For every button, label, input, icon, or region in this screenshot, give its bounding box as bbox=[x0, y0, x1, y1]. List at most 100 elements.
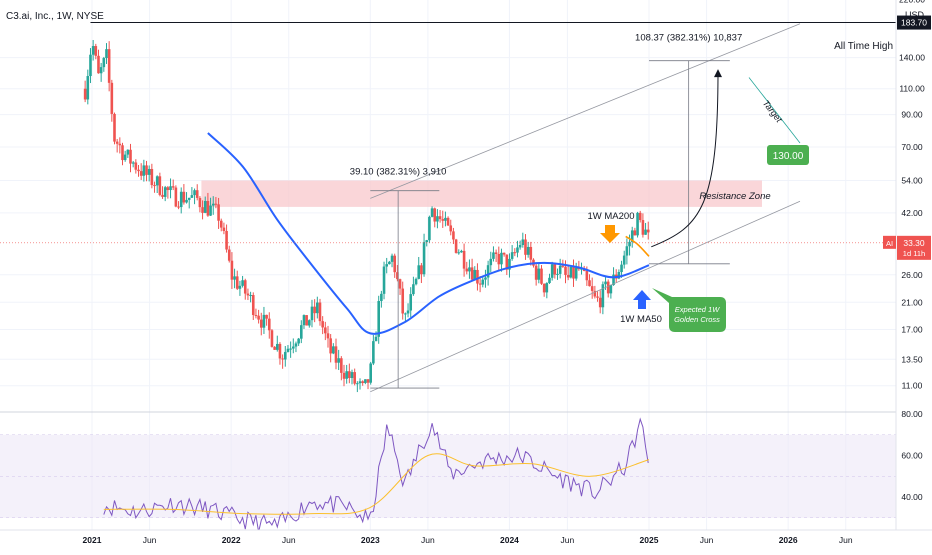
candle[interactable] bbox=[150, 163, 154, 189]
candle-body[interactable] bbox=[348, 371, 351, 379]
candle-body[interactable] bbox=[529, 246, 533, 260]
candle[interactable] bbox=[516, 240, 519, 258]
candle-body[interactable] bbox=[257, 315, 260, 320]
candle[interactable] bbox=[462, 243, 466, 277]
candle-body[interactable] bbox=[364, 379, 367, 383]
candle-body[interactable] bbox=[518, 244, 522, 248]
candle-body[interactable] bbox=[342, 372, 346, 379]
candle[interactable] bbox=[86, 69, 90, 105]
candle-body[interactable] bbox=[308, 320, 311, 326]
candle-body[interactable] bbox=[428, 216, 431, 241]
candle[interactable] bbox=[390, 253, 394, 268]
candle-body[interactable] bbox=[550, 264, 554, 278]
candle-body[interactable] bbox=[227, 249, 231, 261]
candle-body[interactable] bbox=[460, 250, 463, 253]
candle[interactable] bbox=[251, 292, 255, 320]
candle-body[interactable] bbox=[385, 264, 389, 267]
candle[interactable] bbox=[195, 184, 199, 201]
candle-body[interactable] bbox=[596, 296, 599, 298]
candle-body[interactable] bbox=[195, 190, 199, 198]
candle[interactable] bbox=[166, 185, 170, 199]
candle[interactable] bbox=[457, 249, 461, 255]
candle[interactable] bbox=[606, 279, 610, 298]
candle-body[interactable] bbox=[115, 141, 119, 144]
candlesticks[interactable] bbox=[83, 40, 650, 393]
candle-body[interactable] bbox=[198, 197, 202, 208]
candle-body[interactable] bbox=[401, 288, 405, 314]
candle-body[interactable] bbox=[214, 203, 218, 205]
candle-body[interactable] bbox=[262, 314, 266, 328]
candle[interactable] bbox=[267, 312, 271, 339]
candle-body[interactable] bbox=[641, 220, 645, 235]
candle-body[interactable] bbox=[644, 229, 647, 235]
candle-body[interactable] bbox=[420, 265, 423, 275]
candle-body[interactable] bbox=[388, 261, 391, 265]
candle[interactable] bbox=[420, 262, 423, 284]
candle[interactable] bbox=[161, 186, 164, 199]
candle-body[interactable] bbox=[374, 336, 378, 342]
candle-body[interactable] bbox=[441, 219, 445, 221]
candle[interactable] bbox=[404, 312, 407, 323]
candle-body[interactable] bbox=[369, 363, 372, 383]
candle[interactable] bbox=[238, 280, 242, 296]
rsi-line[interactable] bbox=[103, 417, 649, 533]
candle[interactable] bbox=[332, 343, 335, 355]
candle-body[interactable] bbox=[398, 279, 402, 289]
candle-body[interactable] bbox=[326, 333, 330, 339]
candle-body[interactable] bbox=[91, 46, 95, 55]
candle[interactable] bbox=[241, 275, 244, 288]
candle-body[interactable] bbox=[126, 149, 130, 155]
candle[interactable] bbox=[572, 259, 575, 287]
candle-body[interactable] bbox=[556, 273, 559, 275]
candle-body[interactable] bbox=[86, 76, 90, 100]
candle-body[interactable] bbox=[588, 280, 591, 287]
candle-body[interactable] bbox=[366, 379, 370, 383]
candle[interactable] bbox=[201, 200, 204, 220]
candle[interactable] bbox=[334, 338, 338, 370]
candle[interactable] bbox=[281, 354, 284, 369]
candle-body[interactable] bbox=[161, 194, 164, 197]
candle[interactable] bbox=[545, 282, 549, 299]
candle[interactable] bbox=[193, 188, 196, 205]
candle-body[interactable] bbox=[340, 358, 343, 373]
candle[interactable] bbox=[417, 256, 421, 280]
candle-body[interactable] bbox=[564, 266, 567, 275]
candle[interactable] bbox=[163, 185, 167, 202]
candle-body[interactable] bbox=[396, 272, 399, 280]
candle-body[interactable] bbox=[137, 169, 140, 172]
candle-body[interactable] bbox=[590, 286, 594, 291]
candle[interactable] bbox=[406, 303, 410, 318]
candle-body[interactable] bbox=[409, 294, 413, 311]
candle-body[interactable] bbox=[83, 88, 87, 100]
candle-body[interactable] bbox=[153, 185, 156, 187]
candle-body[interactable] bbox=[422, 242, 426, 275]
candle-body[interactable] bbox=[630, 230, 634, 242]
candle-body[interactable] bbox=[502, 252, 506, 255]
candle-body[interactable] bbox=[278, 343, 282, 359]
candle-body[interactable] bbox=[561, 265, 565, 267]
candle-body[interactable] bbox=[574, 267, 578, 279]
candle-body[interactable] bbox=[145, 165, 148, 175]
candle-body[interactable] bbox=[302, 315, 306, 326]
candle[interactable] bbox=[233, 268, 236, 289]
candle-body[interactable] bbox=[217, 204, 220, 221]
candle[interactable] bbox=[385, 257, 389, 274]
candle-body[interactable] bbox=[102, 58, 106, 68]
candle[interactable] bbox=[225, 224, 228, 253]
projection-arc[interactable] bbox=[651, 70, 719, 248]
candle[interactable] bbox=[340, 356, 343, 381]
candle[interactable] bbox=[129, 143, 132, 173]
candle[interactable] bbox=[521, 232, 525, 248]
candle[interactable] bbox=[556, 268, 559, 280]
candle[interactable] bbox=[342, 364, 346, 387]
candle-body[interactable] bbox=[412, 284, 415, 295]
candle-body[interactable] bbox=[286, 348, 290, 352]
target-price-badge[interactable] bbox=[767, 145, 809, 165]
candle[interactable] bbox=[542, 283, 546, 297]
candle[interactable] bbox=[638, 210, 642, 223]
candle[interactable] bbox=[171, 179, 175, 191]
candle[interactable] bbox=[219, 218, 223, 232]
candle[interactable] bbox=[468, 259, 471, 279]
candle[interactable] bbox=[182, 184, 186, 205]
candle[interactable] bbox=[198, 196, 202, 213]
